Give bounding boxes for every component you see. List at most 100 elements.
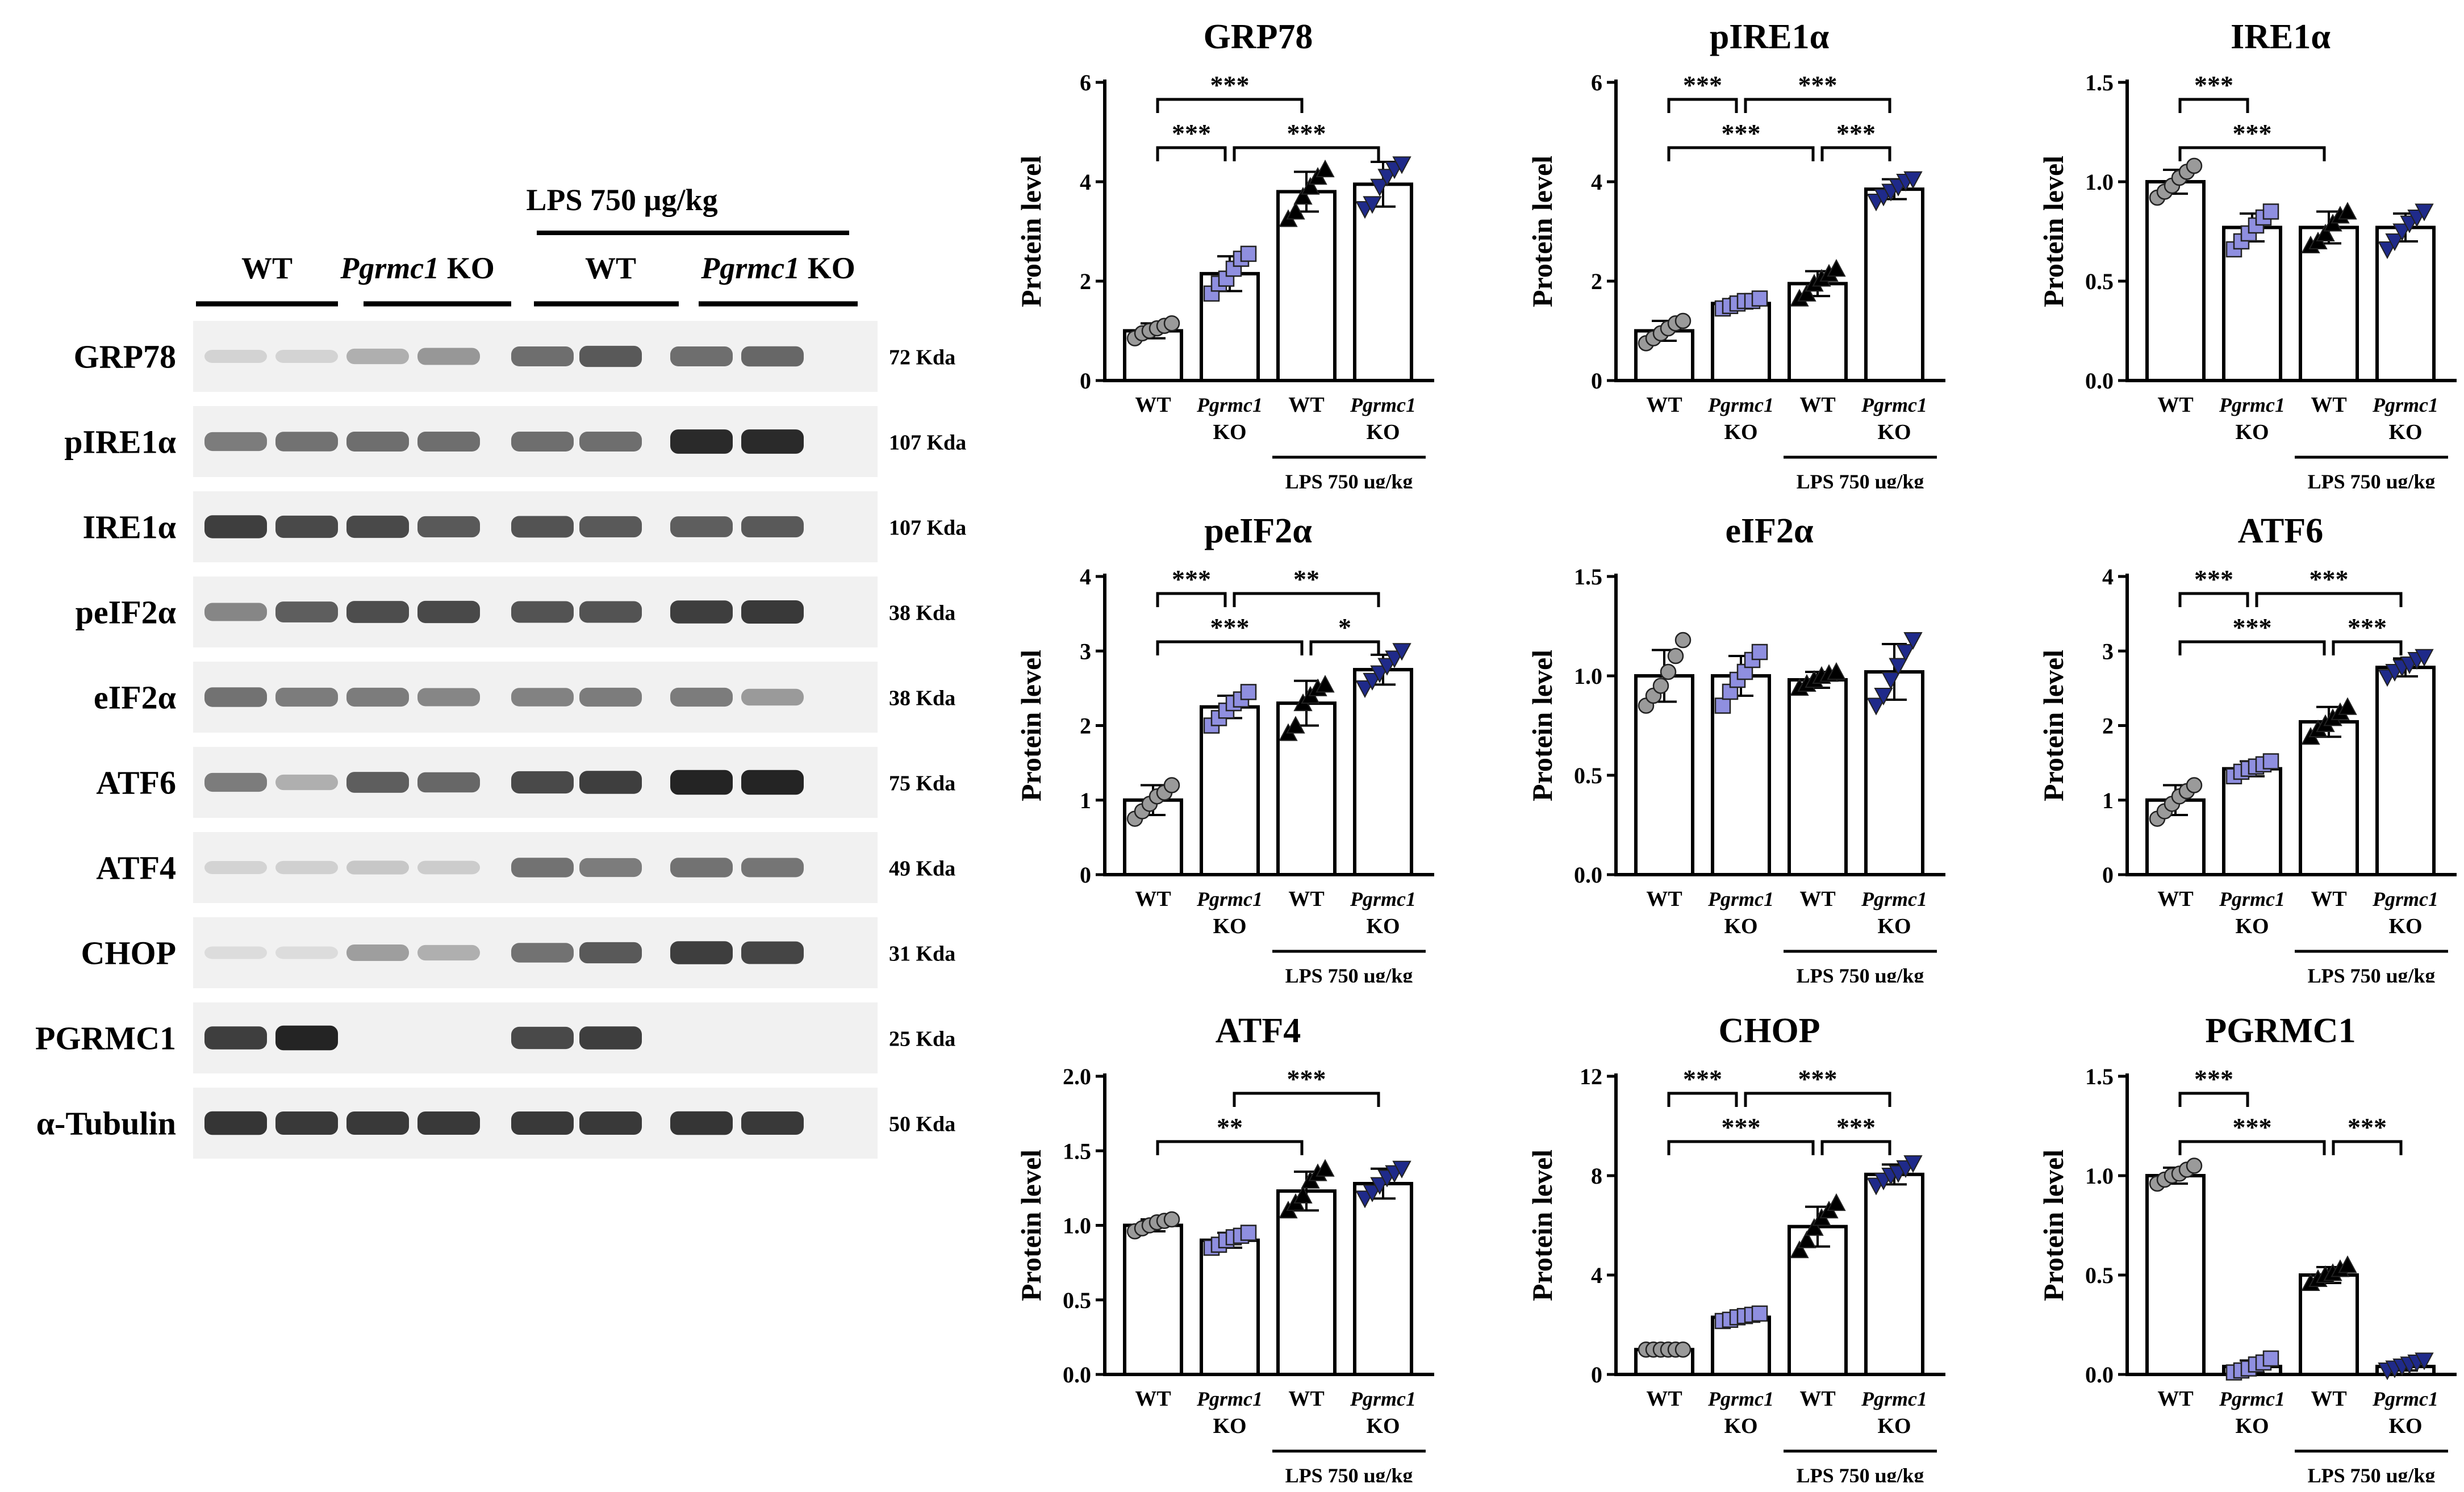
y-axis-label: Protein level (1015, 650, 1047, 801)
data-point (1363, 196, 1382, 214)
band-lane-5 (511, 771, 574, 794)
molecular-weight-label: 25 Kda (889, 1027, 955, 1051)
band-lane-4 (417, 516, 480, 538)
category-label-ko-gene: Pgrmc1 (1350, 394, 1416, 416)
band-lane-5 (511, 432, 574, 452)
band-lane-8 (741, 941, 804, 964)
y-tick-label: 1 (1080, 788, 1091, 813)
band-lane-2 (275, 515, 338, 538)
data-point (1370, 665, 1389, 683)
data-point (1903, 632, 1923, 650)
category-label-ko: KO (1366, 1414, 1400, 1438)
category-label-ko-gene: Pgrmc1 (1196, 888, 1263, 910)
bracket-line (1156, 640, 1304, 655)
data-point (2186, 777, 2203, 793)
data-point (1363, 1184, 1382, 1202)
group-label-suffix: KO (439, 251, 495, 285)
category-label-ko: KO (1213, 420, 1246, 444)
bar-3 (1276, 701, 1337, 876)
treatment-group-label: LPS 750 µg/kg (1797, 470, 1924, 488)
bar-3 (1276, 1189, 1337, 1376)
y-axis-label: Protein level (1526, 650, 1558, 801)
data-point (1751, 643, 1768, 661)
y-tick-label: 1.5 (2085, 1064, 2114, 1089)
category-label-ko: KO (2235, 420, 2269, 444)
significance-label: *** (1836, 119, 1876, 148)
blot-row-10: α-Tubulin 50 Kda (36, 1088, 955, 1159)
protein-label: ATF6 (96, 764, 176, 801)
band-lane-6 (579, 771, 642, 794)
category-label-ko-gene: Pgrmc1 (1350, 888, 1416, 910)
treatment-group-label: LPS 750 µg/kg (1797, 964, 1924, 983)
significance-label: *** (1722, 1113, 1761, 1142)
data-point (1315, 675, 1335, 693)
bracket-line (1156, 592, 1227, 607)
data-point (1392, 156, 1411, 174)
bracket-line (1744, 1092, 1891, 1107)
data-point (1797, 283, 1816, 302)
bar-3 (2299, 720, 2359, 876)
data-point (1377, 169, 1397, 187)
bracket-line (1820, 1140, 1891, 1155)
category-label-ko-gene: Pgrmc1 (2219, 394, 2285, 416)
protein-label: ATF4 (96, 850, 176, 887)
band-lane-5 (511, 601, 574, 623)
data-point (1652, 678, 1669, 694)
y-axis-label: Protein level (2037, 1150, 2069, 1301)
group-label-1: WT (241, 251, 293, 285)
significance-label: *** (1836, 1113, 1876, 1142)
y-tick-label: 1.0 (1574, 663, 1602, 689)
western-blot-panel: LPS 750 µg/kg WT Pgrmc1 KO WT Pgrmc1 KO GRP78… (35, 183, 966, 1159)
y-tick-label: 6 (1591, 70, 1602, 95)
y-tick-label: 4 (1080, 564, 1091, 590)
treatment-group-label: LPS 750 µg/kg (2308, 470, 2436, 488)
bracket-line (1156, 146, 1227, 161)
category-label-wt: WT (1288, 887, 1324, 911)
category-label-ko: KO (1724, 914, 1757, 938)
band-lane-7 (670, 941, 733, 964)
protein-label: CHOP (81, 935, 176, 972)
bar-1 (1123, 1223, 1183, 1376)
bar-2 (1200, 705, 1260, 876)
significance-bracket: *** (1233, 119, 1380, 161)
y-tick-label: 0.5 (2085, 269, 2114, 294)
band-lane-2 (275, 1111, 338, 1135)
significance-label: *** (1210, 70, 1250, 99)
molecular-weight-label: 38 Kda (889, 687, 955, 711)
category-label-wt: WT (1135, 1387, 1171, 1411)
molecular-weight-label: 75 Kda (889, 772, 955, 796)
band-lane-4 (417, 860, 480, 875)
significance-bracket: *** (2178, 1064, 2249, 1107)
category-label-ko-gene: Pgrmc1 (2219, 888, 2285, 910)
treatment-group-label: LPS 750 µg/kg (1797, 1464, 1924, 1482)
y-tick-label: 0 (1080, 368, 1091, 394)
chart-title: PGRMC1 (2205, 1012, 2356, 1050)
band-lane-2 (275, 860, 338, 875)
category-label-ko: KO (1366, 420, 1400, 444)
data-point (1315, 1159, 1335, 1177)
band-lane-6 (579, 345, 642, 367)
band-lane-1 (204, 1026, 267, 1050)
data-point (1392, 643, 1411, 661)
category-label-ko-gene: Pgrmc1 (1861, 888, 1927, 910)
data-point (1163, 1211, 1180, 1228)
band-lane-5 (511, 346, 574, 366)
y-tick-label: 3 (2102, 638, 2114, 664)
blot-row-8: CHOP 31 Kda (81, 917, 955, 988)
data-point (1392, 1160, 1411, 1178)
band-lane-4 (417, 348, 480, 365)
significance-label: *** (2348, 613, 2387, 642)
data-point (1674, 1341, 1692, 1358)
significance-bracket: *** (1156, 119, 1227, 161)
category-label-ko-gene: Pgrmc1 (1861, 1387, 1927, 1410)
significance-label: *** (1287, 1064, 1326, 1093)
y-tick-label: 0.0 (1574, 862, 1602, 888)
data-point (1240, 245, 1257, 262)
blot-row-7: ATF4 49 Kda (96, 832, 955, 903)
significance-label: *** (1287, 119, 1326, 148)
band-lane-3 (346, 432, 409, 452)
band-lane-2 (275, 601, 338, 622)
significance-label: *** (2194, 70, 2233, 99)
category-label-ko-gene: Pgrmc1 (2372, 394, 2438, 416)
